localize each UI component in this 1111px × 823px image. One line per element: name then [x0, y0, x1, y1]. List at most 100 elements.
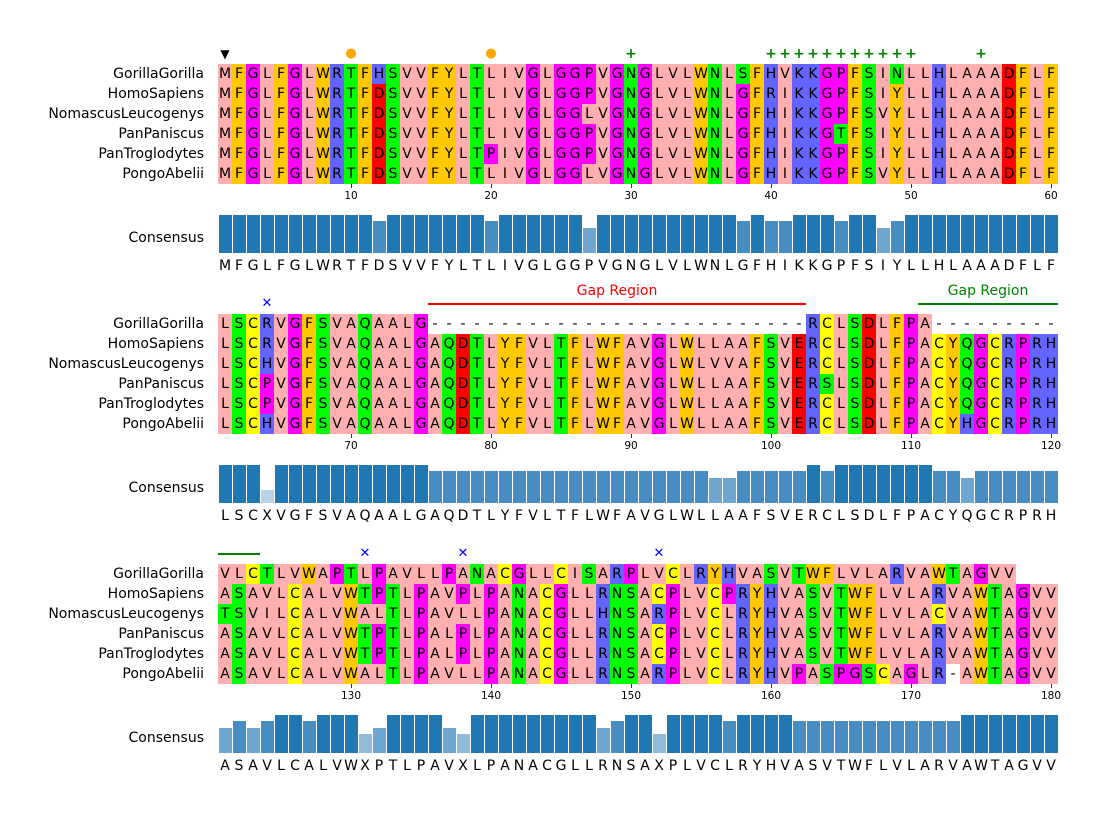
- consensus-bar: [358, 734, 372, 753]
- residue-cell: Q: [960, 374, 974, 394]
- residue-cell: L: [722, 104, 736, 124]
- residue-cell: P: [834, 664, 848, 684]
- consensus-bar: [526, 471, 540, 503]
- residue-cell: L: [680, 144, 694, 164]
- consensus-residue: Y: [444, 258, 454, 274]
- residue-cell: P: [904, 394, 918, 414]
- residue-cell: S: [316, 394, 330, 414]
- consensus-bar: [428, 715, 442, 753]
- consensus-residue: R: [1032, 508, 1042, 524]
- residue-cell: D: [1002, 124, 1016, 144]
- residue-cell: V: [274, 374, 288, 394]
- consensus-bar: [694, 471, 708, 503]
- residue-cell: S: [862, 124, 876, 144]
- consensus-residue: I: [782, 258, 788, 274]
- residue-cell: V: [890, 644, 904, 664]
- consensus-bar: [722, 721, 736, 753]
- consensus-residue: R: [934, 758, 944, 774]
- residue-cell: V: [414, 104, 428, 124]
- consensus-bar: [750, 715, 764, 753]
- residue-cell: S: [386, 164, 400, 184]
- residue-cell: L: [316, 664, 330, 684]
- consensus-residue: P: [374, 758, 384, 774]
- residue-cell: T: [988, 664, 1002, 684]
- residue-cell: R: [806, 394, 820, 414]
- residue-cell: L: [540, 164, 554, 184]
- residue-cell: T: [470, 84, 484, 104]
- consensus-residue: L: [837, 508, 845, 524]
- residue-cell: T: [386, 584, 400, 604]
- consensus-residue: G: [639, 258, 651, 274]
- consensus-residue: A: [388, 508, 398, 524]
- sequence-label: PanTroglodytes: [98, 396, 204, 412]
- residue-cell: S: [386, 84, 400, 104]
- residue-cell: V: [778, 354, 792, 374]
- residue-cell: L: [694, 394, 708, 414]
- residue-cell: R: [1030, 334, 1044, 354]
- residue-cell: S: [232, 604, 246, 624]
- residue-cell: -: [652, 314, 666, 334]
- consensus-bar: [246, 215, 260, 253]
- residue-cell: R: [330, 64, 344, 84]
- residue-cell: F: [610, 354, 624, 374]
- residue-cell: V: [526, 394, 540, 414]
- residue-cell: A: [960, 144, 974, 164]
- residue-cell: L: [260, 104, 274, 124]
- residue-cell: R: [806, 374, 820, 394]
- residue-cell: G: [246, 84, 260, 104]
- residue-cell: Q: [960, 394, 974, 414]
- residue-cell: V: [442, 604, 456, 624]
- residue-cell: T: [554, 334, 568, 354]
- residue-cell: W: [694, 164, 708, 184]
- consensus-bar: [848, 465, 862, 503]
- residue-cell: I: [498, 104, 512, 124]
- consensus-bar: [918, 215, 932, 253]
- tick-mark: [911, 434, 912, 438]
- residue-cell: L: [946, 104, 960, 124]
- residue-cell: A: [372, 334, 386, 354]
- sequence-label: PanPaniscus: [118, 376, 204, 392]
- residue-cell: A: [960, 584, 974, 604]
- residue-cell: F: [820, 564, 834, 584]
- residue-cell: L: [918, 64, 932, 84]
- residue-cell: L: [722, 164, 736, 184]
- residue-cell: F: [890, 374, 904, 394]
- residue-cell: Q: [442, 354, 456, 374]
- residue-cell: L: [876, 394, 890, 414]
- residue-cell: S: [232, 394, 246, 414]
- residue-cell: P: [414, 604, 428, 624]
- residue-cell: G: [568, 124, 582, 144]
- consensus-bar: [904, 721, 918, 753]
- residue-cell: F: [750, 164, 764, 184]
- residue-cell: -: [764, 314, 778, 334]
- consensus-residue: K: [794, 258, 804, 274]
- residue-cell: L: [876, 414, 890, 434]
- consensus-bar: [442, 215, 456, 253]
- tick-mark: [491, 434, 492, 438]
- residue-cell: A: [218, 664, 232, 684]
- consensus-residue: G: [527, 258, 539, 274]
- residue-cell: F: [568, 334, 582, 354]
- consensus-bar: [666, 715, 680, 753]
- consensus-residue: Q: [961, 508, 973, 524]
- residue-cell: P: [414, 664, 428, 684]
- residue-cell: G: [1016, 584, 1030, 604]
- residue-cell: V: [596, 164, 610, 184]
- residue-cell: P: [666, 644, 680, 664]
- residue-cell: T: [344, 144, 358, 164]
- residue-cell: P: [904, 354, 918, 374]
- residue-cell: V: [890, 624, 904, 644]
- residue-cell: V: [666, 164, 680, 184]
- tick-label: 80: [484, 440, 498, 452]
- residue-cell: L: [904, 84, 918, 104]
- consensus-residue: G: [247, 258, 259, 274]
- consensus-residue: F: [514, 508, 524, 524]
- residue-cell: F: [358, 104, 372, 124]
- residue-cell: F: [274, 164, 288, 184]
- residue-cell: T: [344, 64, 358, 84]
- residue-cell: G: [652, 334, 666, 354]
- residue-cell: G: [288, 394, 302, 414]
- consensus-bar: [960, 215, 974, 253]
- consensus-residue: L: [277, 758, 285, 774]
- residue-cell: L: [358, 564, 372, 584]
